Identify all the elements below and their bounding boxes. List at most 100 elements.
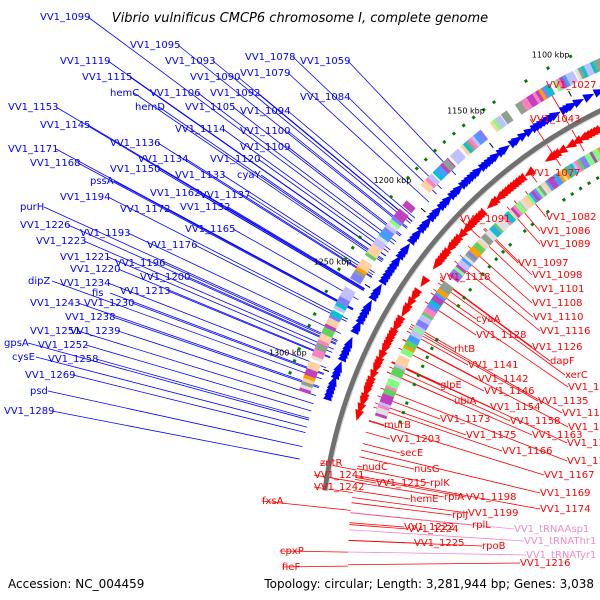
forward-gene-label: VV1_1093 [165, 56, 216, 67]
forward-gene-label-leader [260, 174, 384, 260]
forward-feature-arrow [333, 361, 342, 373]
forward-gene-label: VV1_1090 [190, 72, 241, 83]
forward-gene-label: VV1_1079 [240, 68, 291, 79]
cog-block-inner [409, 328, 424, 341]
forward-gene-label: gpsA [4, 338, 29, 349]
reverse-gene-label: VV1_1174 [540, 504, 591, 515]
cog-block-inner [423, 305, 438, 319]
marker-outer [297, 347, 302, 351]
cog-block-inner [375, 406, 390, 417]
map-title: Vibrio vulnificus CMCP6 chromosome I, co… [112, 11, 488, 26]
cog-block-inner [457, 259, 471, 272]
leader-lines [27, 16, 585, 568]
forward-gene-label-leader [287, 110, 416, 219]
forward-gene-label-leader [131, 302, 324, 375]
forward-gene-label: VV1_1176 [147, 240, 198, 251]
reverse-gene-label-leader [374, 402, 467, 436]
reverse-gene-label: VV1_1157 [567, 456, 600, 467]
rna-gene-label-leader [348, 529, 525, 542]
forward-feature-arrow [372, 283, 382, 296]
forward-gene-label-leader [27, 342, 309, 421]
reverse-gene-label: cyaA [476, 314, 501, 325]
reverse-gene-label: VV1_1143 [568, 422, 600, 433]
forward-gene-label-leader [167, 290, 331, 359]
forward-gene-label-leader [194, 244, 347, 322]
forward-gene-label-leader [257, 158, 389, 253]
forward-gene-label: hemC [110, 88, 139, 99]
reverse-gene-label: VV1_1175 [466, 430, 517, 441]
forward-feature-arrow [523, 127, 535, 138]
cog-block-outer [449, 148, 467, 165]
reverse-feature-arrow [556, 144, 569, 155]
marker-inner [412, 382, 417, 387]
reverse-gene-label: cpxP [280, 546, 304, 557]
forward-gene-label-leader [85, 344, 312, 412]
reverse-gene-label-leader [359, 456, 415, 470]
forward-gene-label-leader [162, 262, 338, 343]
reverse-gene-label: glpE [440, 380, 462, 391]
forward-gene-label-leader [133, 92, 383, 263]
forward-feature-arrow [565, 102, 578, 112]
reverse-feature-arrow [550, 148, 563, 158]
forward-gene-label: VV1_1226 [20, 220, 71, 231]
rna-gene-label: VV1_tRNATyr1 [526, 550, 596, 561]
reverse-gene-label-leader [349, 522, 405, 528]
forward-gene-label: VV1_1115 [82, 72, 133, 83]
reverse-gene-label: VV1_1126 [532, 342, 583, 353]
cog-block-outer [366, 243, 383, 259]
forward-gene-label: VV1_1230 [84, 298, 135, 309]
tick-label: 1100 kbp [532, 51, 570, 60]
forward-feature-arrow [441, 194, 453, 206]
reverse-gene-label-leader [369, 420, 385, 426]
forward-gene-label-leader [158, 106, 384, 261]
forward-gene-label: VV1_1269 [25, 370, 76, 381]
rna-gene-label: VV1_tRNAAsp1 [514, 524, 589, 535]
reverse-gene-label: VV1_1224 [408, 524, 459, 535]
forward-feature-arrow [411, 228, 423, 240]
reverse-gene-label: VV1_1097 [518, 258, 569, 269]
marker-outer [350, 245, 355, 250]
cog-block-outer [311, 348, 326, 360]
marker-inner [500, 249, 506, 255]
reverse-gene-label: VV1_1086 [540, 226, 591, 237]
tick-mark [364, 283, 371, 288]
cog-block-outer [544, 83, 555, 97]
reverse-feature-arrow [412, 287, 423, 299]
forward-feature-arrow [343, 336, 353, 349]
marker-inner [425, 355, 430, 360]
reverse-feature-arrow [565, 138, 578, 149]
forward-gene-label: VV1_1162 [150, 188, 201, 199]
reverse-gene-label: VV1_1158 [510, 416, 561, 427]
cog-block-inner [495, 215, 512, 232]
reverse-gene-label: rplJ [452, 510, 468, 521]
reverse-gene-label-leader [319, 462, 357, 471]
reverse-gene-label: VV1_1166 [502, 446, 553, 457]
forward-gene-label-leader [292, 56, 437, 195]
reverse-gene-label: VV1_1198 [466, 492, 517, 503]
marker-outer [471, 115, 476, 120]
reverse-gene-label: VV1_1154 [490, 402, 541, 413]
marker-inner [545, 209, 550, 214]
marker-inner [420, 364, 425, 369]
forward-gene-label: VV1_1238 [65, 312, 116, 323]
backbone-inner-ring [327, 113, 600, 491]
reverse-feature-arrow [590, 124, 600, 135]
reverse-gene-label-leader [409, 325, 563, 414]
forward-gene-label: VV1_1172 [120, 204, 171, 215]
forward-gene-label-leader [55, 106, 365, 291]
reverse-gene-label-leader [313, 486, 353, 493]
reverse-gene-label: VV1_1128 [476, 330, 527, 341]
cog-block-inner [404, 338, 419, 351]
reverse-gene-label-leader [313, 474, 355, 483]
marker-inner [494, 257, 499, 262]
forward-gene-label-leader [67, 224, 337, 345]
reverse-feature-arrow [420, 275, 431, 287]
reverse-gene-label-leader [261, 500, 351, 511]
reverse-feature-arrow [452, 233, 464, 245]
cog-block-outer [402, 200, 416, 214]
reverse-gene-label: VV1_1027 [546, 80, 597, 91]
reverse-gene-label: VV1_1241 [314, 470, 365, 481]
reverse-feature-arrow [406, 296, 417, 308]
forward-feature-arrow [431, 205, 443, 217]
reverse-gene-label-leader [349, 524, 409, 530]
